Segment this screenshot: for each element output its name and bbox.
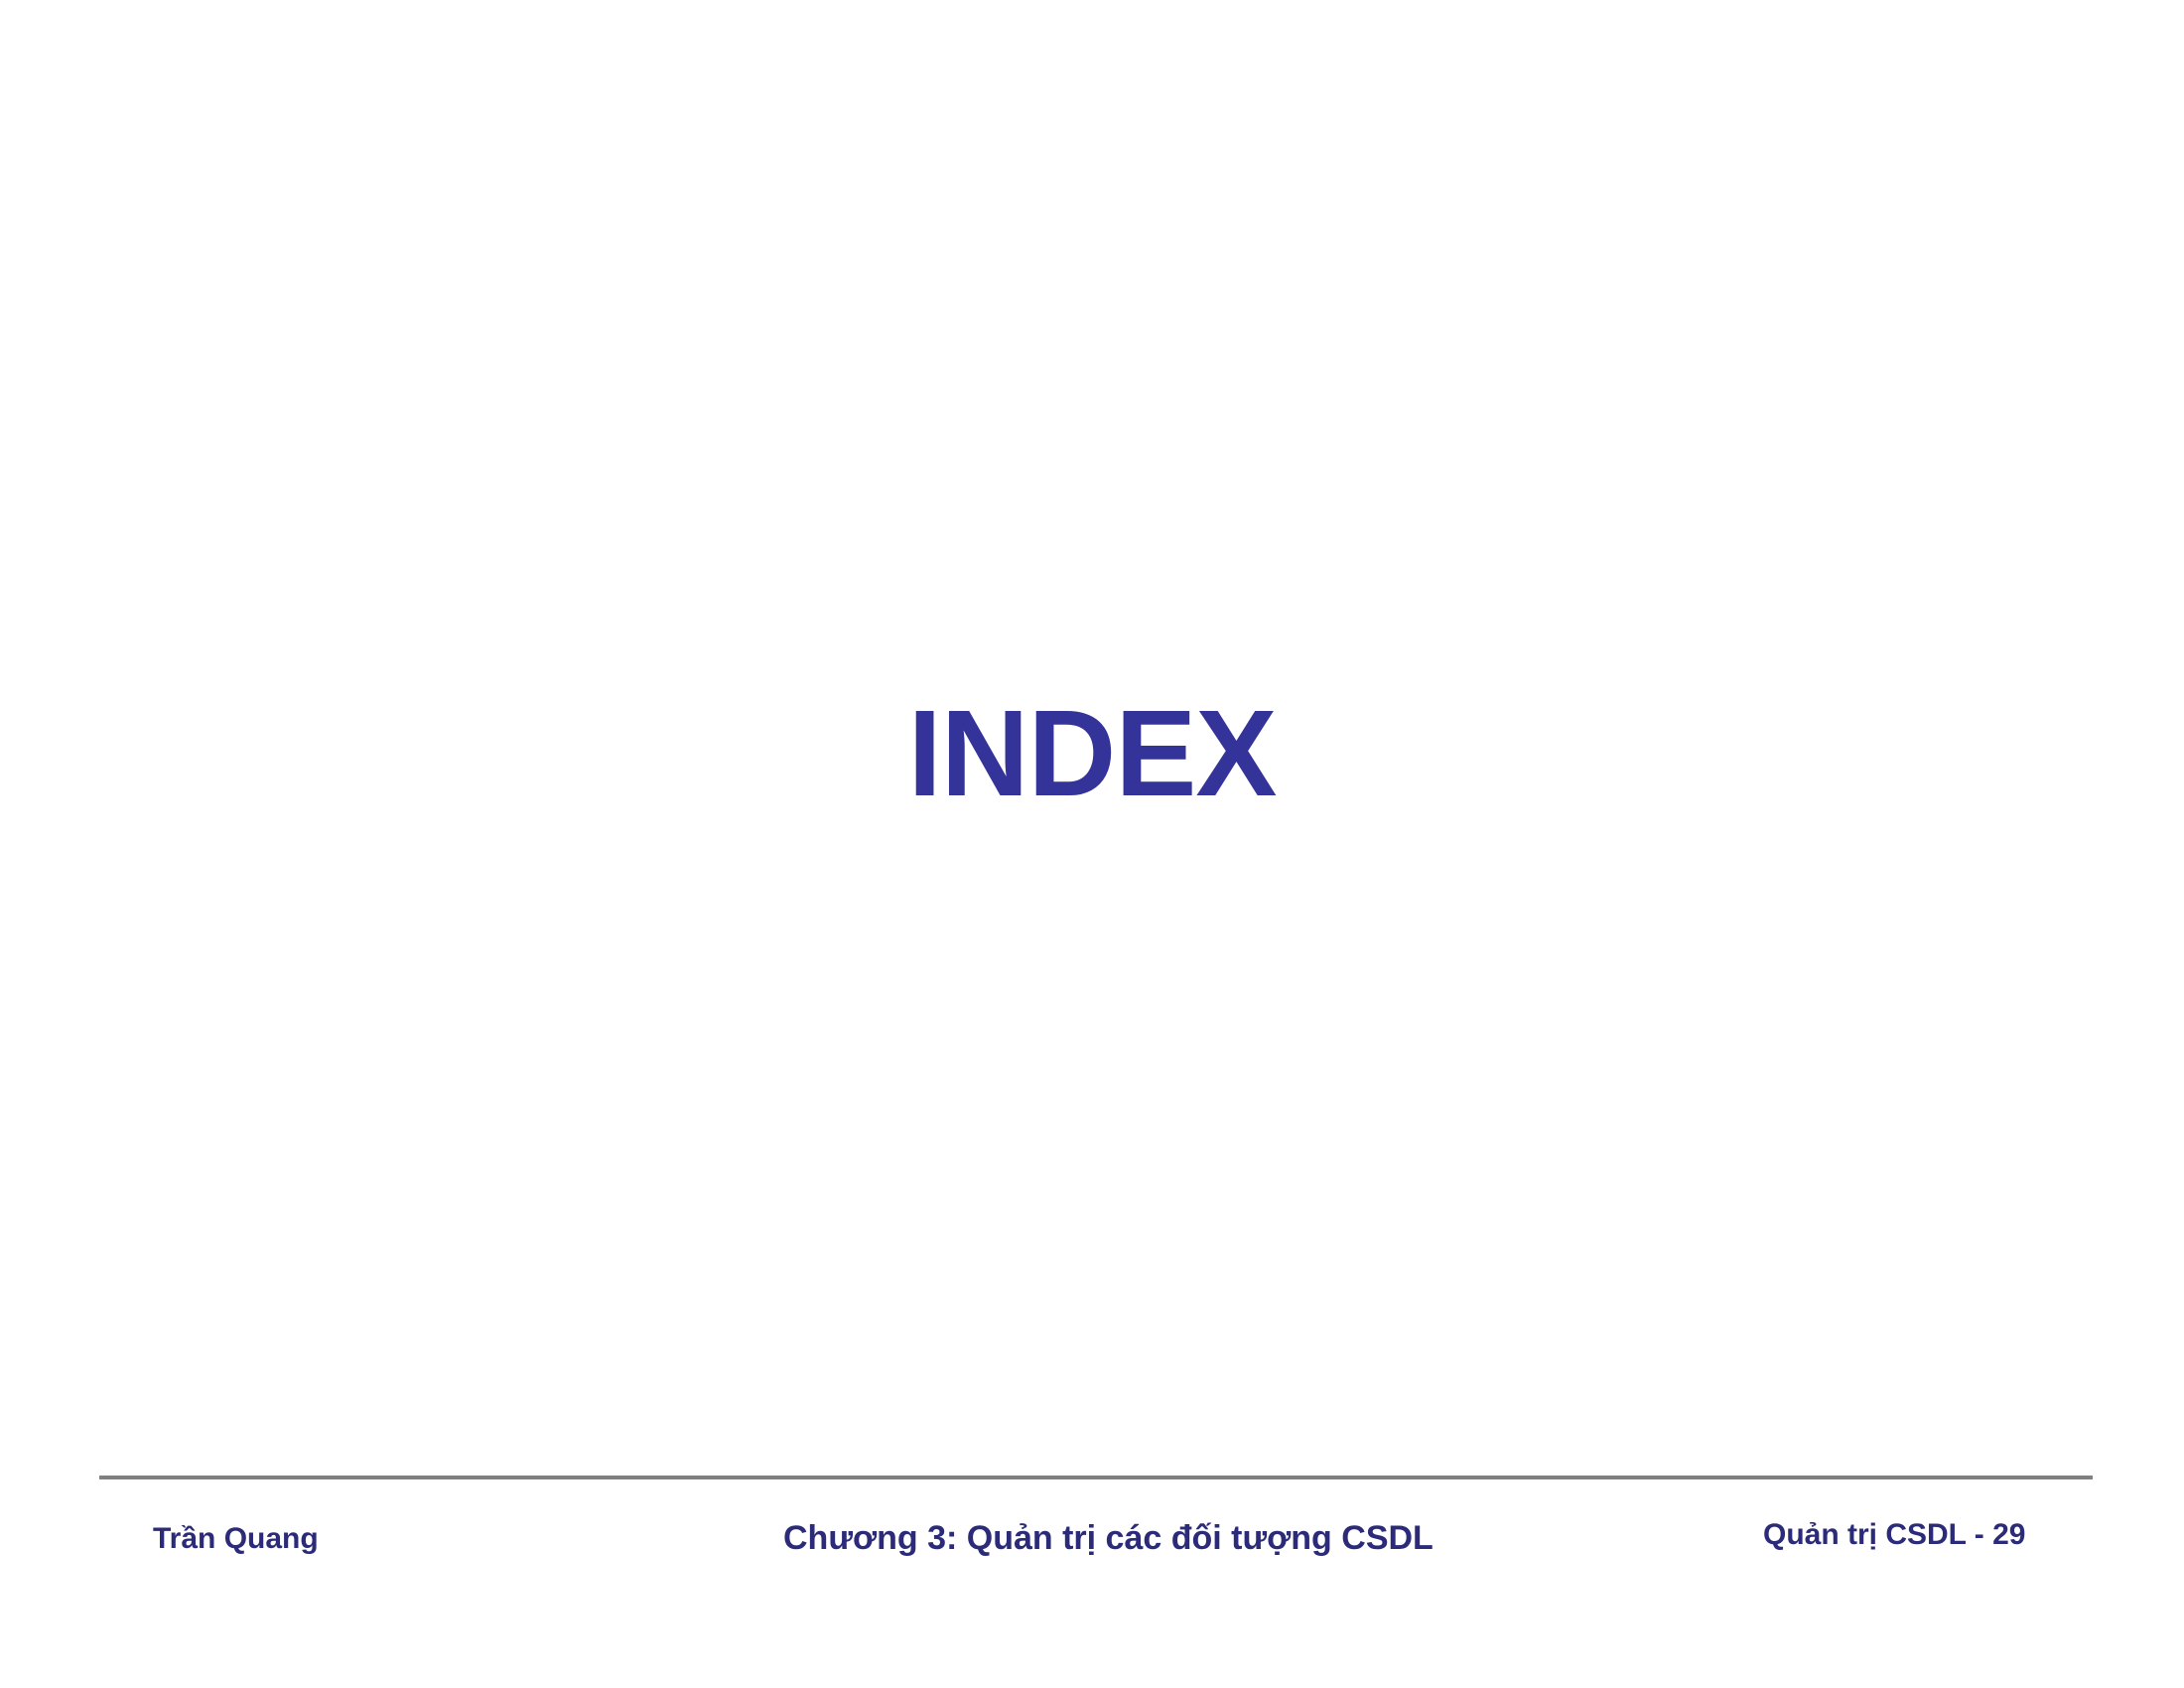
footer-author: Trần Quang bbox=[153, 1522, 319, 1555]
footer-chapter: Chương 3: Quản trị các đối tượng CSDL bbox=[783, 1519, 1433, 1557]
slide-title: INDEX bbox=[907, 686, 1278, 822]
footer-divider bbox=[99, 1476, 2093, 1479]
footer-page-label: Quản trị CSDL - 29 bbox=[1763, 1518, 2026, 1551]
